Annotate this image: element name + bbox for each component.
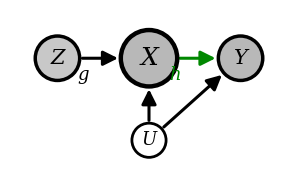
Ellipse shape (35, 36, 80, 80)
Ellipse shape (132, 123, 166, 157)
Text: Y: Y (234, 49, 247, 68)
Ellipse shape (121, 30, 177, 87)
Text: X: X (140, 47, 158, 70)
Text: U: U (142, 131, 156, 149)
Ellipse shape (218, 36, 263, 80)
Text: g: g (77, 66, 89, 84)
Text: Z: Z (50, 49, 65, 68)
Text: h: h (169, 66, 181, 84)
